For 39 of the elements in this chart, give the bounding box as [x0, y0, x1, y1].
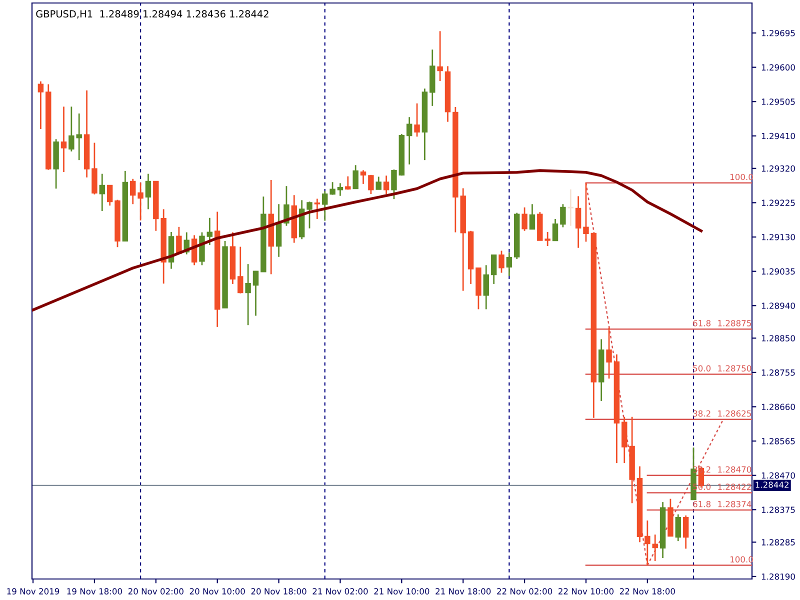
text: GBPUSD,H1 1.28489 1.28494 1.28436 1.28442	[36, 10, 268, 19]
annotation: 1.28875	[718, 320, 751, 326]
x-tick-label: 21 Nov 02:00	[312, 588, 368, 594]
x-tick-label: 22 Nov 10:00	[558, 588, 614, 594]
annotation: 1.28625	[718, 410, 751, 417]
x-tick-label: 20 Nov 02:00	[128, 588, 184, 594]
x-tick-label: 22 Nov 02:00	[497, 588, 552, 594]
x-tick-label: 19 Nov 2019	[7, 588, 60, 594]
y-tick-label: 1.29130	[762, 234, 795, 240]
x-tick-label: 20 Nov 10:00	[190, 588, 245, 594]
annotation: 50.0	[693, 365, 711, 372]
annotation: 1.28750	[718, 365, 752, 372]
y-tick-label: 1.28190	[762, 573, 795, 580]
y-tick-label: 1.29695	[762, 30, 795, 36]
annotation: 1.28470	[718, 466, 752, 473]
y-tick-label: 1.28755	[762, 369, 795, 376]
y-tick-label: 1.29225	[762, 200, 795, 206]
y-tick-label: 1.29320	[762, 165, 795, 172]
annotation: 61.8	[693, 320, 711, 326]
annotation: 1.28374	[718, 500, 752, 508]
annotation: 61.8	[693, 500, 711, 508]
y-tick-label: 1.28850	[762, 335, 795, 342]
x-tick-label: 21 Nov 18:00	[436, 588, 491, 594]
y-tick-label: 1.29505	[762, 98, 795, 105]
x-tick-label: 22 Nov 18:00	[620, 588, 675, 594]
y-tick-label: 1.28940	[762, 302, 795, 309]
annotation: 38.2	[693, 410, 710, 417]
y-tick-label: 1.28285	[762, 539, 795, 546]
x-tick-label: 19 Nov 18:00	[67, 588, 122, 594]
x-tick-label: 21 Nov 10:00	[374, 588, 430, 594]
y-tick-label: 1.28660	[762, 404, 795, 410]
y-tick-label: 1.29410	[762, 132, 795, 140]
y-tick-label: 1.29600	[762, 64, 795, 71]
x-tick-label: 20 Nov 18:00	[251, 588, 306, 594]
y-tick-label: 1.29035	[762, 268, 795, 275]
y-tick-label: 1.28565	[762, 438, 795, 444]
y-tick-label: 1.28470	[762, 472, 795, 479]
y-tick-label: 1.28375	[762, 506, 795, 513]
ref-line-label: 1.28442	[756, 482, 789, 488]
